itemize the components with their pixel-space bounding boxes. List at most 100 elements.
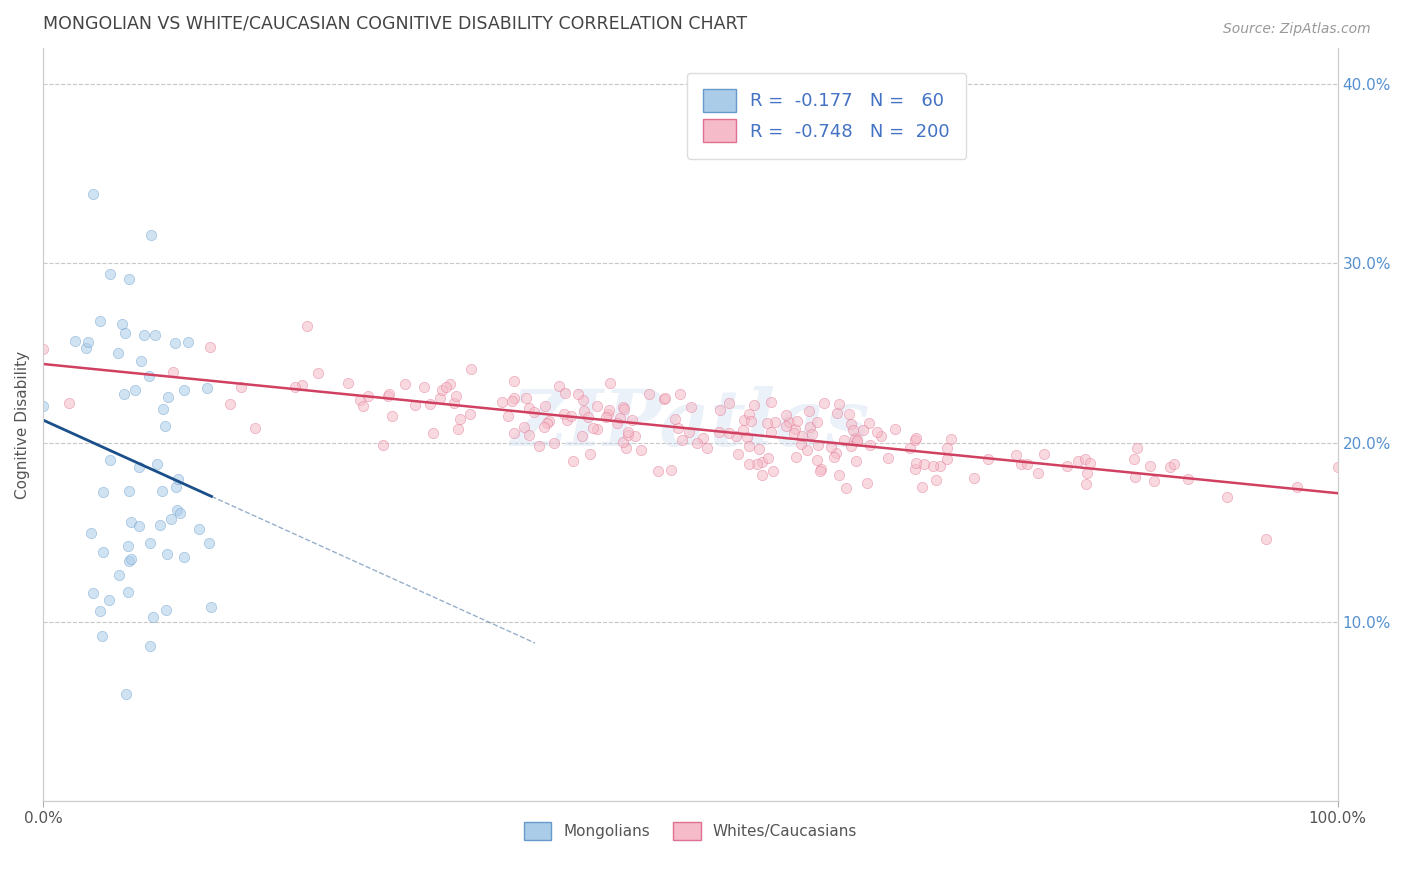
Point [621,413,644,427]
Point [117,272,139,286]
Point [654,391,676,405]
Point [828,397,851,411]
Point [114,326,136,340]
Point [160,512,183,526]
Point [529,439,551,453]
Point [904,456,927,470]
Point [157,390,180,404]
Point [523,405,546,419]
Point [579,447,602,461]
Point [166,472,188,486]
Point [1015,457,1038,471]
Point [738,408,761,422]
Point [828,467,851,482]
Point [748,442,770,456]
Point [291,377,314,392]
Point [808,464,831,478]
Point [1326,459,1348,474]
Point [617,428,640,442]
Point [778,415,800,429]
Point [756,450,779,465]
Point [447,422,470,436]
Point [876,451,898,466]
Point [1005,448,1028,462]
Point [759,425,782,439]
Point [98,593,121,607]
Point [177,335,200,350]
Point [935,442,957,456]
Point [91,545,114,559]
Point [430,383,453,397]
Point [709,403,731,417]
Point [669,386,692,401]
Point [1254,532,1277,546]
Point [229,380,252,394]
Point [143,327,166,342]
Point [731,423,754,437]
Point [149,517,172,532]
Point [825,406,848,420]
Point [740,415,762,429]
Point [548,378,571,392]
Point [838,408,860,422]
Point [612,400,634,414]
Point [1010,457,1032,471]
Point [567,386,589,401]
Point [419,396,441,410]
Point [75,341,97,355]
Point [458,408,481,422]
Point [783,426,806,441]
Point [128,460,150,475]
Point [77,335,100,350]
Point [806,452,828,467]
Point [1073,451,1095,466]
Point [560,409,582,424]
Point [501,393,523,408]
Point [117,540,139,554]
Point [737,430,759,444]
Point [371,438,394,452]
Point [124,383,146,397]
Point [503,375,526,389]
Point [666,421,689,435]
Point [751,455,773,469]
Point [825,446,848,460]
Point [118,483,141,498]
Point [422,426,444,441]
Point [555,413,578,427]
Point [118,554,141,568]
Point [929,459,952,474]
Point [905,431,928,445]
Point [219,397,242,411]
Point [797,404,820,418]
Point [153,418,176,433]
Point [91,629,114,643]
Point [141,227,163,242]
Point [404,398,426,412]
Point [582,421,605,435]
Point [166,502,188,516]
Point [842,423,865,437]
Point [630,442,652,457]
Point [839,417,862,431]
Point [307,366,329,380]
Point [284,379,307,393]
Point [612,435,634,450]
Point [173,549,195,564]
Point [976,451,998,466]
Point [394,376,416,391]
Point [679,400,702,414]
Point [870,429,893,443]
Point [352,399,374,413]
Point [737,440,759,454]
Point [446,389,468,403]
Point [652,392,675,407]
Point [856,476,879,491]
Point [585,421,607,435]
Point [1026,466,1049,480]
Point [727,447,749,461]
Text: MONGOLIAN VS WHITE/CAUCASIAN COGNITIVE DISABILITY CORRELATION CHART: MONGOLIAN VS WHITE/CAUCASIAN COGNITIVE D… [44,15,748,33]
Point [606,417,628,431]
Point [517,428,540,442]
Point [115,687,138,701]
